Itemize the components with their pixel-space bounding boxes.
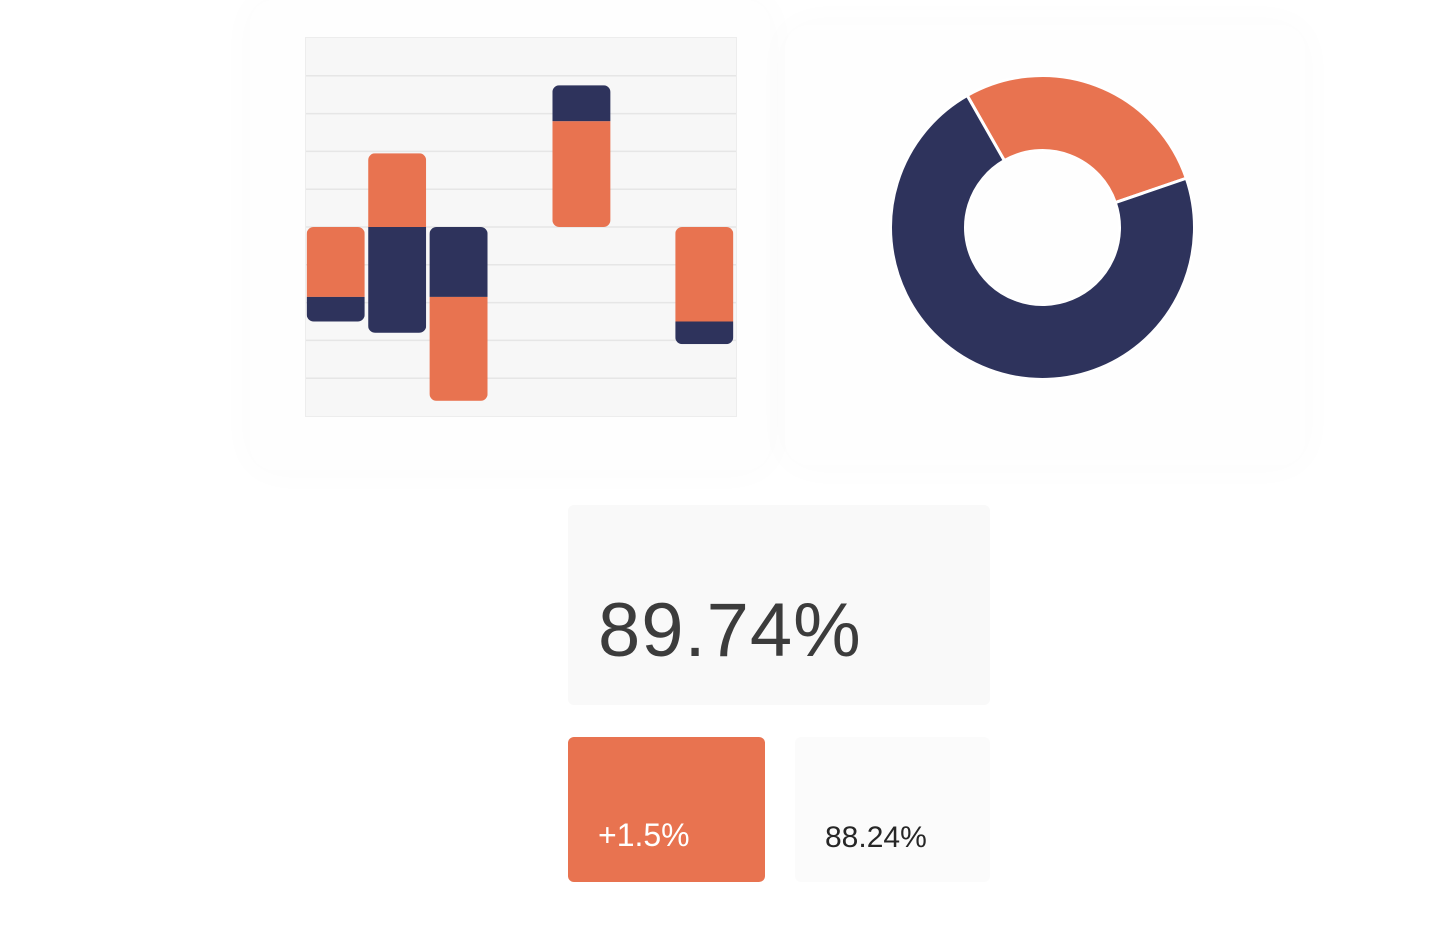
stacked-bar-chart — [305, 37, 737, 417]
main-stat-box: 89.74% — [568, 505, 990, 705]
bar-1-segment-orange — [306, 227, 365, 297]
previous-stat-box: 88.24% — [795, 737, 990, 882]
bar-1-segment-navy — [306, 296, 365, 322]
bar-3 — [429, 227, 488, 401]
donut-slice-navy — [889, 93, 1196, 381]
donut-chart — [885, 70, 1200, 385]
bar-7-segment-navy — [675, 321, 734, 345]
change-stat-value: +1.5% — [598, 817, 690, 853]
bar-7 — [675, 227, 734, 345]
bar-5-segment-navy — [552, 85, 611, 122]
change-stat-box: +1.5% — [568, 737, 765, 882]
bar-3-segment-navy — [429, 227, 488, 297]
bar-3-segment-orange — [429, 296, 488, 401]
bar-5 — [552, 85, 611, 227]
bar-1 — [306, 227, 365, 322]
bar-2-segment-navy — [368, 227, 427, 333]
bar-chart-svg — [306, 75, 736, 401]
previous-stat-value: 88.24% — [825, 821, 927, 854]
bar-2 — [368, 153, 427, 333]
bar-7-segment-orange — [675, 227, 734, 322]
donut-chart-svg — [889, 74, 1196, 381]
bar-5-segment-orange — [552, 121, 611, 227]
donut-slice-orange — [965, 74, 1189, 205]
main-stat-value: 89.74% — [598, 588, 862, 673]
bar-2-segment-orange — [368, 153, 427, 227]
